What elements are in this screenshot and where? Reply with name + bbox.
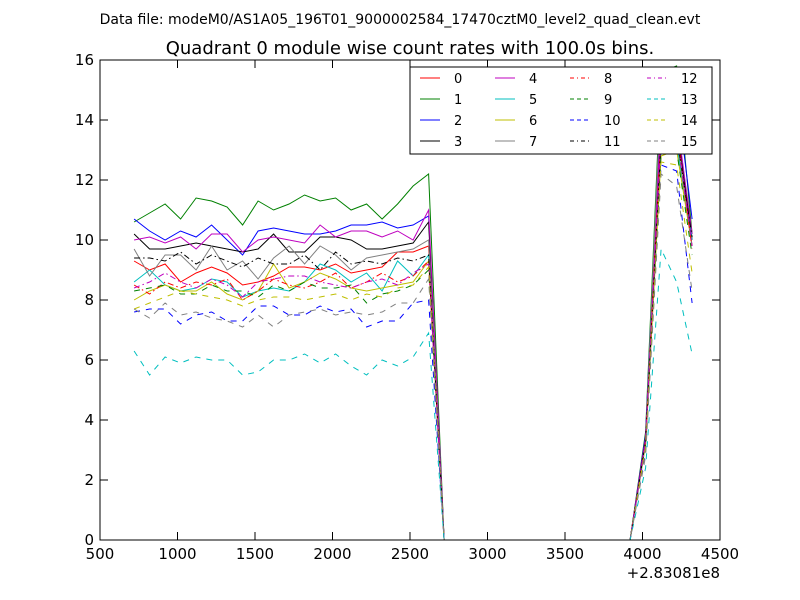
y-tick-label: 0 [84,531,94,549]
x-tick-label: 2500 [391,545,429,563]
x-tick-label: 500 [86,545,115,563]
legend-label-11: 11 [604,135,621,150]
x-tick-label: 1500 [236,545,274,563]
y-tick-label: 6 [84,351,94,369]
legend-label-1: 1 [454,93,462,108]
legend-label-5: 5 [529,93,537,108]
series-line-2 [133,92,693,541]
legend-label-8: 8 [604,72,612,87]
y-tick-label: 16 [75,51,94,69]
legend-box [409,66,713,155]
legend-label-14: 14 [681,114,698,129]
x-tick-label: 2000 [313,545,351,563]
x-axis-offset-label: +2.83081e8 [627,564,720,582]
legend-label-10: 10 [604,114,621,129]
x-tick-label: 4500 [701,545,739,563]
series-line-11 [134,134,693,541]
series-line-15 [133,173,693,541]
y-tick-label: 14 [75,111,94,129]
y-tick-label: 2 [84,471,94,489]
series-line-14 [133,161,693,541]
legend-label-0: 0 [454,72,462,87]
x-tick-label: 3500 [546,545,584,563]
legend-label-9: 9 [604,93,612,108]
x-tick-label: 4000 [623,545,661,563]
x-tick-label: 3000 [468,545,506,563]
series-line-9 [134,149,693,541]
legend-label-15: 15 [681,135,698,150]
legend-label-12: 12 [681,72,698,87]
y-tick-label: 12 [75,171,94,189]
axis-ticks: 500 1000 1500 2000 2500 3000 3500 4000 4500 0 2 4 6 8… [75,51,739,563]
chart-title: Quadrant 0 module wise count rates with … [166,38,655,59]
data-file-label: Data file: modeM0/AS1A05_196T01_90000025… [100,12,701,28]
series-line-6 [133,149,693,541]
legend-label-4: 4 [529,72,537,87]
series-line-13 [133,247,693,541]
legend-label-2: 2 [454,114,462,129]
y-tick-label: 4 [84,411,94,429]
legend-label-3: 3 [454,135,462,150]
legend-label-13: 13 [681,93,698,108]
y-tick-label: 8 [84,291,94,309]
legend-label-6: 6 [529,114,537,129]
series-line-10 [134,164,693,541]
legend-label-7: 7 [529,135,537,150]
series-line-12 [133,131,693,541]
series-line-8 [133,125,693,541]
y-tick-label: 10 [75,231,94,249]
series-line-0 [133,140,693,541]
x-tick-label: 1000 [158,545,196,563]
series-line-4 [134,113,693,541]
